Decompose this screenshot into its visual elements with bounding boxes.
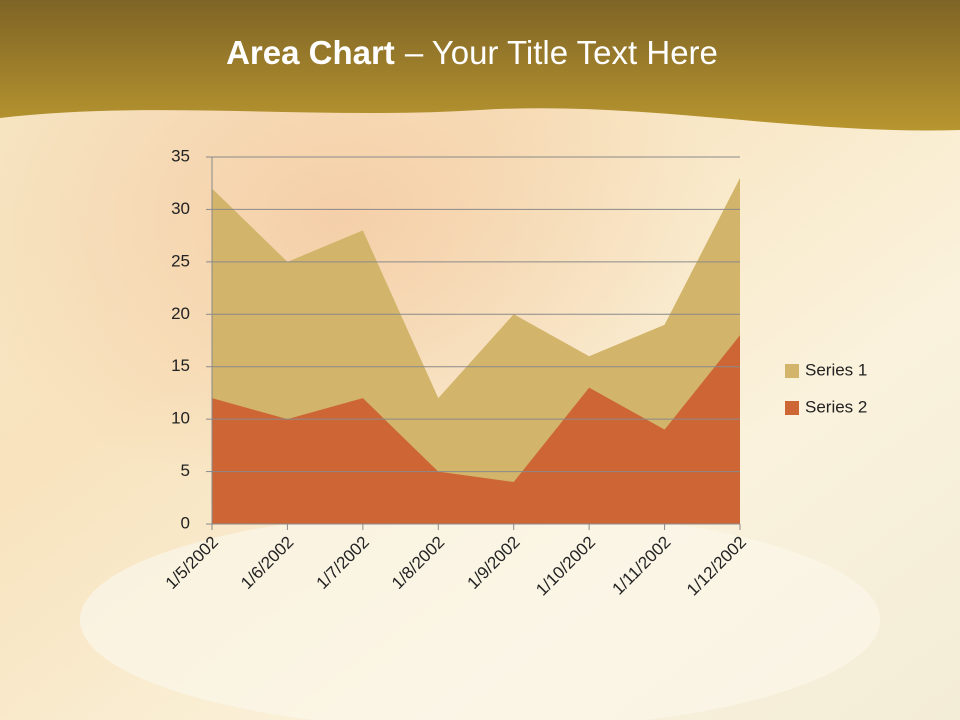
legend-swatch [785, 364, 799, 378]
legend-label: Series 1 [805, 360, 867, 379]
y-tick-label: 35 [171, 146, 190, 165]
legend-swatch [785, 401, 799, 415]
title-rest: – Your Title Text Here [405, 34, 718, 71]
y-tick-label: 30 [171, 199, 190, 218]
y-tick-label: 20 [171, 304, 190, 323]
y-tick-label: 0 [181, 513, 190, 532]
towel-shape [80, 510, 880, 720]
area [212, 335, 740, 524]
legend-label: Series 2 [805, 397, 867, 416]
y-tick-label: 15 [171, 356, 190, 375]
y-tick-label: 25 [171, 251, 190, 270]
y-tick-label: 10 [171, 409, 190, 428]
title-bold: Area Chart [226, 34, 395, 71]
chart-title: Area Chart – Your Title Text Here [226, 34, 718, 71]
y-tick-label: 5 [181, 461, 190, 480]
header-band [0, 0, 960, 131]
